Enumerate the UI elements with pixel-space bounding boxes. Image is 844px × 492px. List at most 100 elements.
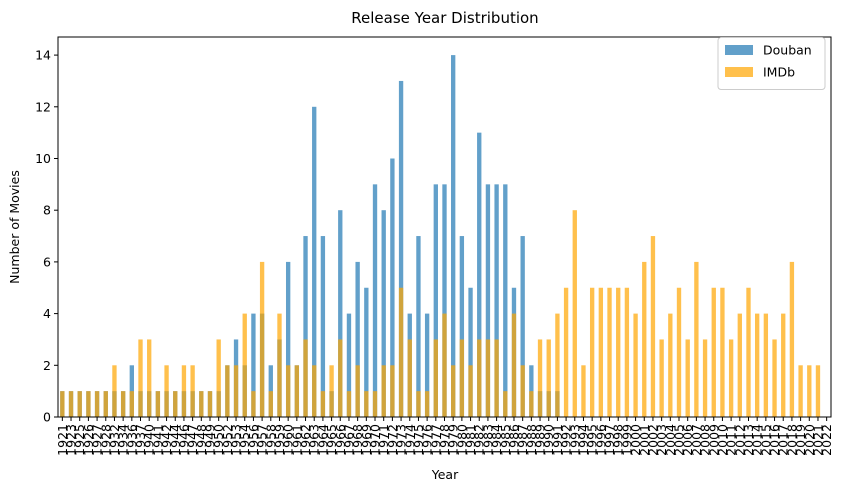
imdb-bar-1981	[468, 365, 473, 417]
x-tick-label: 1957	[255, 424, 270, 456]
x-tick-label: 1968	[350, 424, 365, 456]
y-tick-label: 10	[35, 151, 51, 166]
x-tick-label: 1991	[550, 424, 565, 456]
imdb-bar-1959	[277, 313, 282, 417]
douban-bar-1964	[320, 236, 326, 417]
x-tick-label: 1942	[159, 424, 174, 456]
imdb-bar-1972	[390, 365, 395, 417]
x-tick-label: 1972	[385, 424, 400, 456]
douban-bar-1960	[285, 261, 291, 417]
imdb-bar-2000	[633, 313, 638, 417]
imdb-bar-1999	[624, 287, 630, 417]
x-tick-label: 1978	[437, 424, 452, 456]
x-tick-label: 2019	[793, 424, 808, 456]
x-tick-label: 2003	[654, 424, 669, 456]
imdb-bar-1982	[477, 339, 482, 417]
imdb-bar-2018	[789, 261, 795, 417]
imdb-bar-2002	[650, 236, 656, 417]
douban-bar-1983	[485, 184, 491, 417]
x-tick-label: 1971	[376, 424, 391, 456]
imdb-bar-2007	[694, 261, 699, 417]
imdb-bar-1983	[485, 339, 491, 417]
imdb-bar-1969	[364, 391, 369, 417]
imdb-bar-1966	[338, 339, 343, 417]
imdb-bar-1925	[77, 391, 82, 417]
x-tick-label: 1994	[576, 424, 591, 456]
x-tick-label: 1995	[585, 424, 600, 456]
imdb-bar-1949	[207, 391, 213, 417]
x-tick-label: 1948	[194, 424, 209, 456]
x-tick-label: 1940	[142, 424, 157, 456]
x-tick-label: 2013	[741, 424, 756, 456]
x-tick-label: 1944	[168, 424, 183, 456]
douban-bar-1969	[364, 287, 369, 417]
x-tick-label: 1952	[220, 424, 235, 456]
imdb-bar-2021	[815, 365, 821, 417]
x-tick-label: 1936	[124, 424, 139, 456]
imdb-bar-2009	[711, 287, 716, 417]
imdb-bar-1987	[520, 365, 525, 417]
imdb-bar-1970	[372, 391, 378, 417]
imdb-bar-1995	[589, 287, 595, 417]
douban-bar-1962	[303, 236, 308, 417]
imdb-bar-1921	[60, 391, 65, 417]
imdb-bar-1980	[459, 339, 465, 417]
y-axis-label: Number of Movies	[7, 170, 22, 284]
imdb-bar-2013	[746, 287, 751, 417]
x-tick-label: 1921	[55, 424, 70, 456]
x-tick-label: 1928	[98, 424, 113, 456]
imdb-bar-1974	[407, 339, 412, 417]
imdb-bar-1965	[329, 365, 334, 417]
imdb-bar-1923	[68, 391, 74, 417]
imdb-bar-1942	[164, 365, 169, 417]
x-tick-label: 1966	[333, 424, 348, 456]
imdb-bar-1952	[225, 365, 230, 417]
imdb-bar-1963	[312, 365, 317, 417]
x-tick-label: 1926	[81, 424, 96, 456]
x-tick-label: 1997	[602, 424, 617, 456]
douban-bar-1956	[251, 313, 256, 417]
y-tick-label: 2	[43, 358, 51, 373]
imdb-bar-2019	[798, 365, 803, 417]
imdb-bar-1976	[424, 391, 430, 417]
imdb-bar-2017	[781, 313, 786, 417]
imdb-bar-2012	[737, 313, 742, 417]
y-tick-label: 12	[35, 99, 51, 114]
imdb-bar-1990	[546, 339, 551, 417]
x-tick-label: 2020	[802, 424, 817, 456]
douban-bar-1978	[442, 184, 447, 417]
x-tick-label: 2012	[732, 424, 747, 456]
imdb-bar-1941	[155, 391, 161, 417]
x-tick-label: 1946	[176, 424, 191, 456]
douban-bar-1968	[355, 261, 360, 417]
imdb-bar-1940	[147, 339, 152, 417]
douban-legend-label: Douban	[763, 43, 812, 58]
x-tick-label: 2010	[715, 424, 730, 456]
imdb-bar-2003	[659, 339, 664, 417]
x-tick-label: 1981	[463, 424, 478, 456]
x-tick-label: 1962	[298, 424, 313, 456]
imdb-bar-1950	[216, 339, 221, 417]
imdb-bar-1958	[268, 391, 273, 417]
imdb-bar-1984	[494, 339, 499, 417]
x-tick-label: 1932	[107, 424, 122, 456]
imdb-bar-1934	[120, 391, 126, 417]
x-tick-label: 1988	[524, 424, 539, 456]
imdb-bar-1932	[112, 365, 117, 417]
x-tick-label: 2007	[689, 424, 704, 456]
imdb-bar-2011	[728, 339, 734, 417]
y-axis: 0 2 4 6 8 10 12 14	[35, 48, 58, 425]
x-tick-label: 2009	[706, 424, 721, 456]
douban-bar-1966	[338, 210, 343, 417]
x-tick-label: 2016	[767, 424, 782, 456]
x-tick-label: 1958	[263, 424, 278, 456]
x-tick-label: 1984	[489, 424, 504, 456]
douban-bar-1967	[346, 313, 352, 417]
imdb-bar-1971	[381, 365, 386, 417]
imdb-bar-1961	[294, 365, 300, 417]
douban-bar-1977	[433, 184, 438, 417]
x-tick-label: 1982	[472, 424, 487, 456]
y-tick-label: 14	[35, 48, 51, 63]
